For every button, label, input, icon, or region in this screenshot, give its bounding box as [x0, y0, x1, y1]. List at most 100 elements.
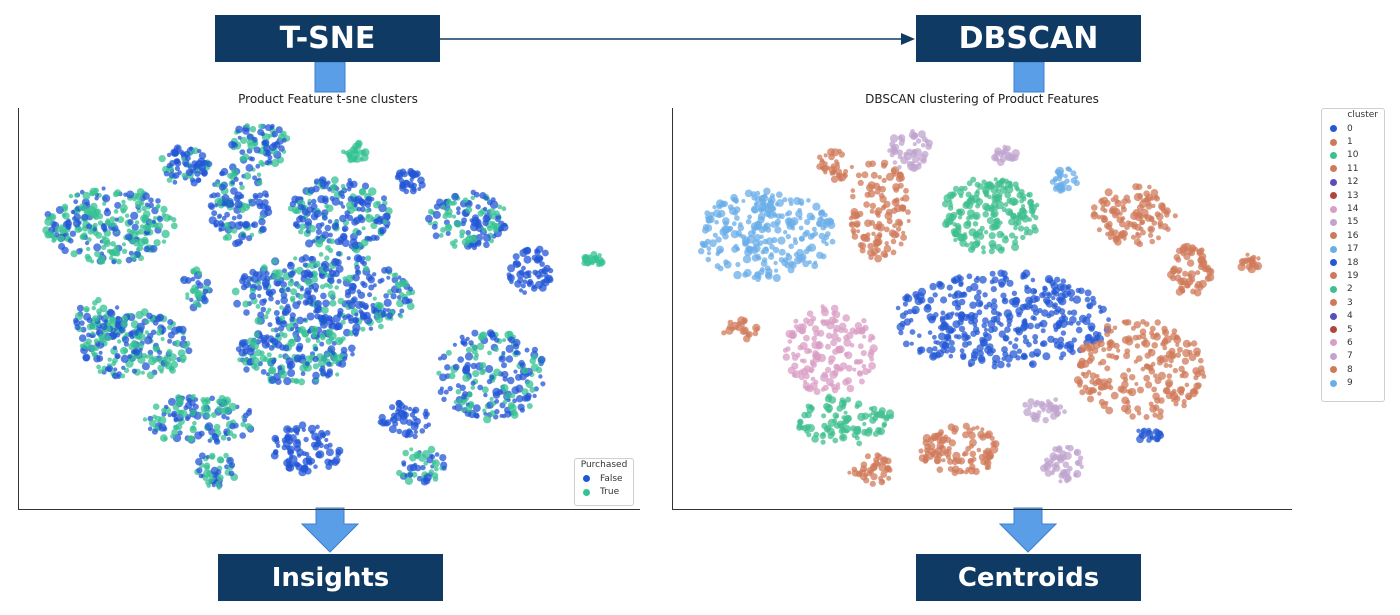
legend-item-cluster: 0: [1322, 122, 1384, 135]
legend-item-cluster: 12: [1322, 176, 1384, 189]
dbscan-cluster-blob: [887, 129, 933, 172]
legend-item-cluster: 7: [1322, 350, 1384, 363]
dbscan-cluster-blob: [991, 144, 1020, 167]
dbscan-cluster-blob: [1136, 427, 1165, 444]
tsne-cluster-blob: [394, 167, 426, 195]
dbscan-cluster-blob: [1049, 166, 1080, 194]
legend-label: 3: [1347, 297, 1353, 308]
legend-item-cluster: 16: [1322, 229, 1384, 242]
tsne-cluster-blob: [581, 251, 606, 268]
dbscan-cluster-blob: [848, 159, 911, 263]
legend-item-cluster: 4: [1322, 309, 1384, 322]
legend-swatch: [1330, 272, 1337, 280]
legend-item-cluster: 5: [1322, 323, 1384, 336]
tsne-box: T-SNE: [215, 15, 440, 62]
dbscan-cluster-blob: [1073, 319, 1207, 420]
legend-label: 10: [1347, 150, 1359, 161]
legend-item-cluster: 3: [1322, 296, 1384, 309]
legend-swatch: [1330, 245, 1337, 253]
tsne-cluster-blob: [341, 139, 370, 164]
legend-swatch: [1330, 151, 1337, 159]
dbscan-cluster-blob: [1090, 183, 1178, 248]
legend-item-true: True: [575, 485, 633, 498]
legend-label: 9: [1347, 378, 1353, 389]
legend-swatch: [1330, 165, 1337, 173]
legend-swatch: [1330, 178, 1337, 186]
tsne-cluster-blob: [158, 144, 213, 187]
tsne-cluster-blob: [377, 399, 432, 440]
tsne-cluster-blob: [142, 394, 255, 445]
tsne-cluster-blob: [436, 329, 546, 424]
legend-item-cluster: 14: [1322, 202, 1384, 215]
legend-label: 0: [1347, 123, 1353, 134]
legend-swatch: [1330, 326, 1337, 334]
tsne-cluster-blob: [231, 251, 416, 340]
legend-item-cluster: 6: [1322, 336, 1384, 349]
centroids-box: Centroids: [916, 554, 1141, 601]
dbscan-connector-bar: [1013, 61, 1045, 93]
legend-label: 8: [1347, 364, 1353, 375]
tsne-cluster-blob: [228, 123, 291, 169]
dbscan-cluster-blob: [895, 269, 1112, 370]
legend-label: 16: [1347, 230, 1359, 241]
tsne-cluster-blob: [180, 266, 213, 312]
legend-label: False: [600, 473, 623, 484]
legend-item-cluster: 17: [1322, 243, 1384, 256]
legend-label: 13: [1347, 190, 1359, 201]
legend-item-cluster: 13: [1322, 189, 1384, 202]
legend-swatch: [1330, 232, 1337, 240]
dbscan-cluster-blob: [942, 176, 1040, 255]
dbscan-cluster-blob: [1022, 397, 1067, 424]
dbscan-cluster-blob: [1237, 252, 1263, 274]
purchased-legend-title: Purchased: [580, 460, 628, 470]
legend-swatch: [1330, 138, 1337, 146]
legend-swatch: [583, 488, 590, 496]
legend-swatch: [1330, 352, 1337, 360]
legend-item-cluster: 9: [1322, 376, 1384, 389]
legend-label: 7: [1347, 351, 1353, 362]
tsne-cluster-blob: [287, 176, 393, 254]
dbscan-cluster-blob: [796, 393, 895, 447]
insights-box: Insights: [218, 554, 443, 601]
legend-item-cluster: 19: [1322, 269, 1384, 282]
tsne-cluster-blob: [78, 308, 193, 380]
legend-label: 18: [1347, 257, 1359, 268]
tsne-cluster-blob: [207, 163, 273, 248]
legend-swatch: [583, 475, 590, 483]
legend-label: 19: [1347, 270, 1359, 281]
legend-swatch: [1330, 285, 1337, 293]
legend-item-cluster: 15: [1322, 216, 1384, 229]
legend-item-cluster: 10: [1322, 149, 1384, 162]
legend-swatch: [1330, 218, 1337, 226]
tsne-to-dbscan-arrow-head: [901, 33, 915, 45]
tsne-cluster-blob: [73, 296, 128, 343]
tsne-cluster-blob: [235, 323, 356, 386]
dbscan-cluster-blob: [918, 422, 1000, 476]
legend-label: 4: [1347, 311, 1353, 322]
legend-item-cluster: 18: [1322, 256, 1384, 269]
legend-label: 12: [1347, 177, 1359, 188]
right-plot-title: DBSCAN clustering of Product Features: [865, 92, 1099, 106]
cluster-legend: cluster 0 1 10 11 12 13 14 15 16 17 18 19 2 3 4 5 6 7 8 9: [1321, 108, 1385, 402]
dbscan-cluster-blob: [721, 316, 761, 343]
dbscan-cluster-blob: [816, 148, 855, 183]
legend-label: 6: [1347, 337, 1353, 348]
tsne-cluster-blob: [506, 245, 554, 295]
legend-swatch: [1330, 339, 1337, 347]
legend-swatch: [1330, 205, 1337, 213]
legend-label: True: [600, 487, 620, 498]
tsne-cluster-blob: [396, 445, 448, 486]
right-plot-frame: [672, 108, 1292, 510]
cluster-legend-title: cluster: [1347, 110, 1378, 120]
left-plot-title: Product Feature t-sne clusters: [238, 92, 418, 106]
legend-label: 2: [1347, 284, 1353, 295]
tsne-connector-bar: [314, 61, 346, 93]
purchased-legend: Purchased False True: [574, 458, 634, 506]
dbscan-cluster-blob: [847, 452, 893, 487]
legend-swatch: [1330, 379, 1337, 387]
legend-item-false: False: [575, 472, 633, 485]
dbscan-cluster-blob: [1167, 242, 1215, 297]
dbscan-cluster-blob: [698, 187, 836, 282]
legend-label: 17: [1347, 244, 1359, 255]
